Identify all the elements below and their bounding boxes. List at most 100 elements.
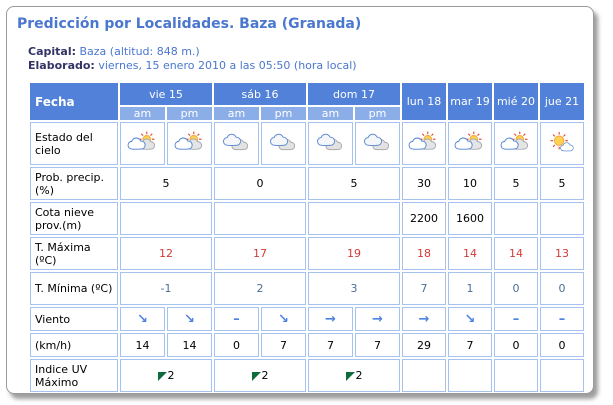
- table-row-tmin: T. Mínima (ºC) -1 2 3 7 1 0 0: [30, 272, 584, 305]
- forecast-cell: 7: [355, 333, 400, 357]
- wind-arrow-icon: →: [418, 311, 430, 327]
- subheader-am: am: [214, 107, 259, 120]
- wind-arrow-icon: ↘: [184, 311, 195, 327]
- wind-arrow-icon: →: [372, 311, 383, 327]
- page-title: Predicción por Localidades. Baza (Granad…: [17, 16, 362, 32]
- row-label-uv: Indice UV Máximo: [30, 359, 118, 392]
- partly-sunny-icon: [127, 131, 159, 150]
- uv-triangle-icon: [157, 372, 167, 381]
- wind-cell: ↘: [167, 307, 212, 331]
- partly-sunny-icon: [454, 131, 486, 150]
- partly-sunny-icon: [408, 131, 440, 150]
- sky-cell: [261, 122, 306, 165]
- wind-calm-icon: –: [558, 311, 566, 327]
- table-row-uv: Indice UV Máximo 2 2 2: [30, 359, 584, 392]
- uv-triangle-icon: [345, 372, 355, 381]
- table-row-viento: Viento ↘ ↘ – ↘ → → → ↘ – –: [30, 307, 584, 331]
- forecast-table: Fecha vie 15 sáb 16 dom 17 lun 18 mar 19 mié 2…: [28, 81, 586, 393]
- forecast-cell: 0: [214, 333, 259, 357]
- forecast-cell: 29: [402, 333, 446, 357]
- uv-cell: 2: [120, 359, 212, 392]
- partly-sunny-icon: [500, 131, 532, 150]
- sky-cell: [120, 122, 165, 165]
- forecast-cell: 0: [540, 333, 584, 357]
- forecast-cell: 12: [120, 237, 212, 270]
- uv-value: 2: [261, 369, 269, 382]
- forecast-cell: 0: [494, 333, 538, 357]
- forecast-cell: 0: [494, 272, 538, 305]
- subheader-pm: pm: [167, 107, 212, 120]
- forecast-cell: 19: [308, 237, 400, 270]
- sky-cell: [214, 122, 259, 165]
- forecast-cell: 5: [120, 167, 212, 200]
- sky-cell: [402, 122, 446, 165]
- forecast-cell: 5: [308, 167, 400, 200]
- uv-value: 2: [167, 369, 175, 382]
- cloudy-icon: [221, 133, 253, 151]
- forecast-cell: 30: [402, 167, 446, 200]
- cloudy-icon: [362, 133, 394, 151]
- forecast-cell: 0: [540, 272, 584, 305]
- forecast-cell: 2200: [402, 202, 446, 235]
- subheader-am: am: [308, 107, 353, 120]
- sky-cell: [355, 122, 400, 165]
- forecast-cell: 1600: [448, 202, 492, 235]
- table-row-precip: Prob. precip.(%) 5 0 5 30 10 5 5: [30, 167, 584, 200]
- wind-arrow-icon: ↘: [137, 311, 148, 327]
- wind-cell: →: [402, 307, 446, 331]
- cloudy-icon: [268, 133, 300, 151]
- forecast-cell: [120, 202, 212, 235]
- sky-cell: [308, 122, 353, 165]
- forecast-cell: 10: [448, 167, 492, 200]
- forecast-cell: [308, 202, 400, 235]
- uv-triangle-icon: [251, 372, 261, 381]
- forecast-cell: 13: [540, 237, 584, 270]
- column-header-sáb-16: sáb 16: [214, 83, 306, 105]
- partly-sunny-icon: [174, 131, 206, 150]
- elaborado-line: Elaborado: viernes, 15 enero 2010 a las …: [28, 59, 593, 73]
- uv-cell: [540, 359, 584, 392]
- wind-arrow-icon: ↘: [464, 311, 476, 327]
- row-label-viento: Viento: [30, 307, 118, 331]
- column-header-mar-19: mar 19: [448, 83, 492, 120]
- forecast-cell: 7: [261, 333, 306, 357]
- wind-cell: –: [494, 307, 538, 331]
- capital-line: Capital: Baza (altitud: 848 m.): [28, 45, 593, 59]
- forecast-cell: 14: [167, 333, 212, 357]
- wind-cell: →: [308, 307, 353, 331]
- cloudy-icon: [315, 133, 347, 151]
- wind-calm-icon: –: [512, 311, 520, 327]
- forecast-cell: 2: [214, 272, 306, 305]
- forecast-cell: 7: [402, 272, 446, 305]
- wind-cell: ↘: [120, 307, 165, 331]
- sky-cell: [540, 122, 584, 165]
- forecast-cell: 3: [308, 272, 400, 305]
- table-row-cota: Cota nieve prov.(m) 2200 1600: [30, 202, 584, 235]
- uv-cell: [448, 359, 492, 392]
- sky-cell: [167, 122, 212, 165]
- sky-cell: [448, 122, 492, 165]
- column-header-mié-20: mié 20: [494, 83, 538, 120]
- capital-label: Capital:: [28, 45, 76, 58]
- row-label-kmh: (km/h): [30, 333, 118, 357]
- row-label-cota: Cota nieve prov.(m): [30, 202, 118, 235]
- forecast-cell: 7: [308, 333, 353, 357]
- wind-cell: –: [214, 307, 259, 331]
- wind-cell: –: [540, 307, 584, 331]
- elaborado-label: Elaborado:: [28, 59, 95, 72]
- page-info: Capital: Baza (altitud: 848 m.) Elaborad…: [28, 45, 593, 73]
- column-header-jue-21: jue 21: [540, 83, 584, 120]
- forecast-cell: 18: [402, 237, 446, 270]
- sky-cell: [494, 122, 538, 165]
- wind-cell: ↘: [261, 307, 306, 331]
- subheader-pm: pm: [261, 107, 306, 120]
- forecast-cell: 14: [448, 237, 492, 270]
- column-header-vie-15: vie 15: [120, 83, 212, 105]
- forecast-cell: -1: [120, 272, 212, 305]
- column-header-dom-17: dom 17: [308, 83, 400, 105]
- wind-arrow-icon: →: [325, 311, 336, 327]
- page: Predicción por Localidades. Baza (Granad…: [6, 6, 594, 394]
- table-row-kmh: (km/h) 14 14 0 7 7 7 29 7 0 0: [30, 333, 584, 357]
- row-label-tmax: T. Máxima (ºC): [30, 237, 118, 270]
- forecast-cell: [214, 202, 306, 235]
